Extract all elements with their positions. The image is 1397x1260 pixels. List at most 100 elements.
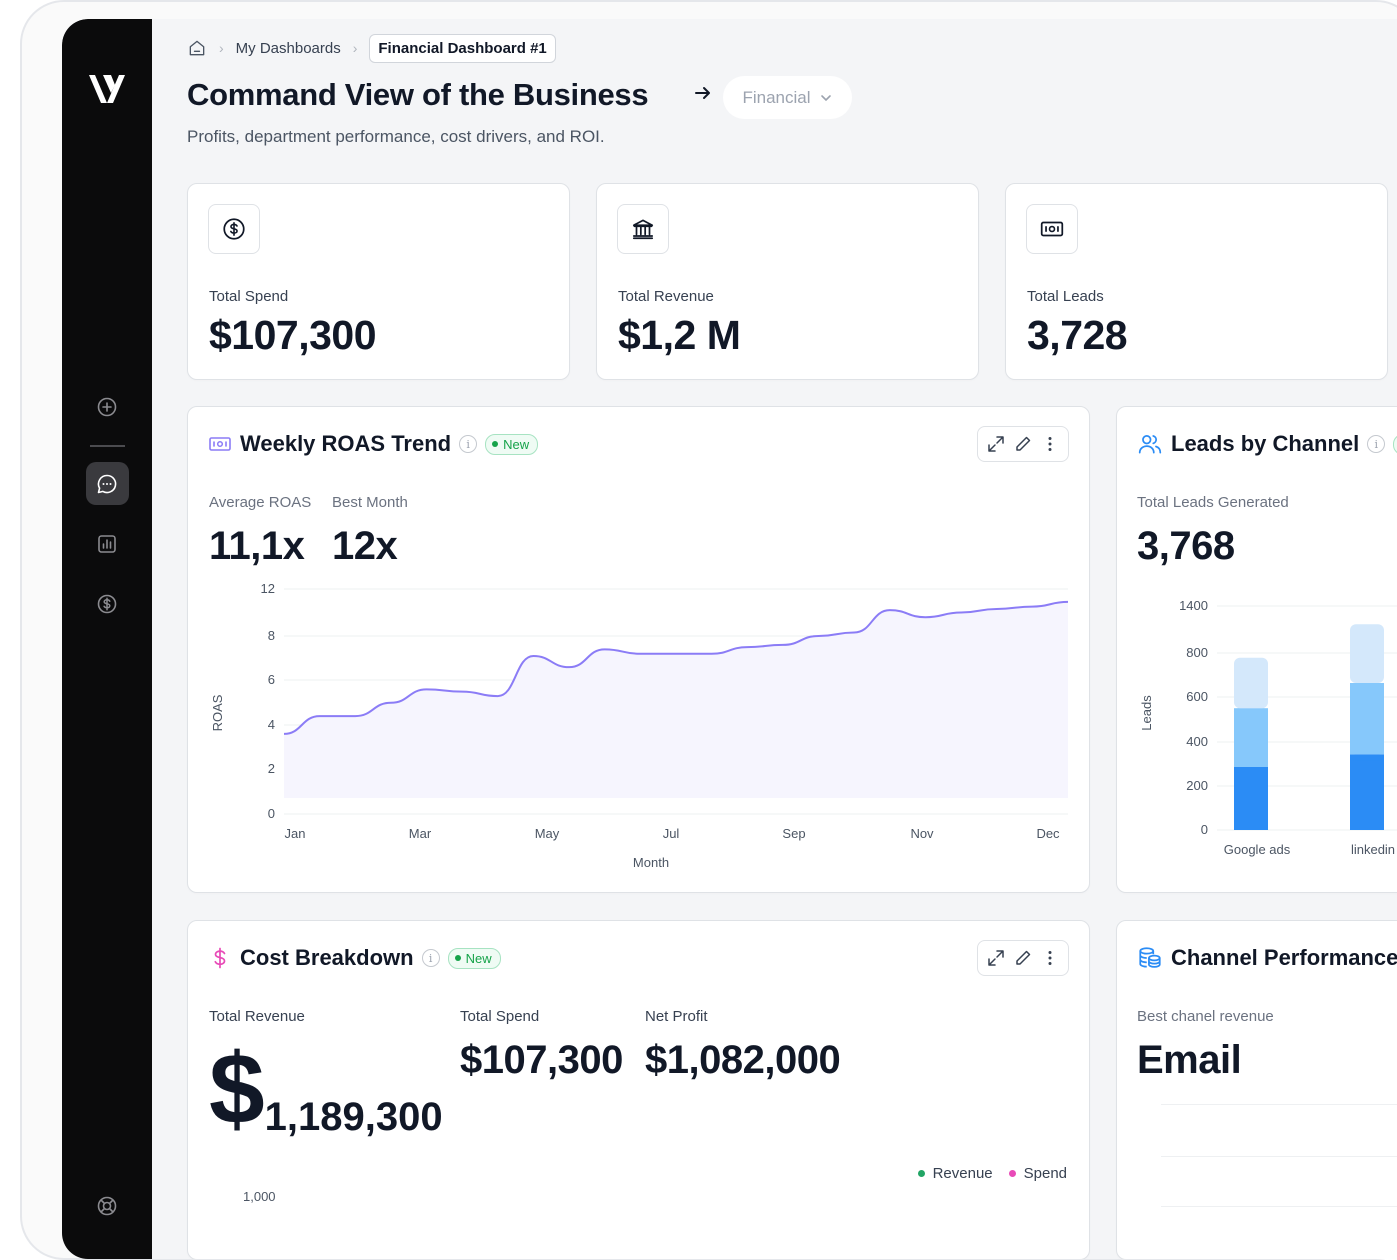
- more-vertical-icon[interactable]: [1038, 432, 1062, 456]
- widget-title: Weekly ROAS Trend: [240, 431, 452, 456]
- y-axis-label: Leads: [1139, 695, 1154, 731]
- x-axis-tick: Jul: [663, 826, 680, 841]
- currency-symbol: $: [209, 1033, 265, 1145]
- metric-label: Best chanel revenue: [1137, 1008, 1274, 1025]
- x-axis-label: Month: [633, 855, 669, 870]
- widget-header: Channel Performance i: [1137, 945, 1397, 971]
- bar-segment-cap: [1234, 708, 1268, 715]
- database-coins-icon: [1139, 947, 1161, 968]
- metric-value: 3,768: [1137, 524, 1235, 568]
- metric-value: Email: [1137, 1038, 1242, 1082]
- home-icon[interactable]: [187, 38, 207, 58]
- y-axis-tick: 2: [268, 761, 275, 776]
- bar-segment-cap: [1350, 683, 1384, 689]
- sidebar-divider: [90, 445, 125, 447]
- x-axis-tick: Jan: [285, 826, 306, 841]
- widget-cost-breakdown: Cost Breakdown i New: [187, 920, 1090, 1259]
- total-revenue-value: $ 1,189,300: [209, 1039, 443, 1139]
- bank-icon: [617, 204, 669, 254]
- metric-label: Total Leads Generated: [1137, 494, 1289, 511]
- legend-dot: [917, 1170, 925, 1177]
- bar-segment: [1350, 624, 1384, 683]
- edit-pencil-icon[interactable]: [1011, 946, 1035, 970]
- y-axis-tick: 0: [268, 806, 275, 821]
- widget-title: Channel Performance: [1171, 945, 1397, 970]
- kpi-value: 3,728: [1027, 312, 1128, 358]
- kpi-label: Total Spend: [209, 288, 289, 305]
- y-axis-tick: 6: [268, 672, 275, 687]
- gridline: [1161, 1156, 1397, 1157]
- info-icon[interactable]: i: [1367, 435, 1386, 453]
- y-axis-tick: 600: [1186, 689, 1208, 704]
- category-filter-dropdown[interactable]: Financial: [723, 76, 852, 119]
- chat-icon[interactable]: [95, 472, 119, 496]
- legend-label: Spend: [1023, 1165, 1067, 1182]
- sidebar: [62, 19, 152, 1259]
- y-axis-tick: 0: [1201, 822, 1208, 837]
- y-axis-tick: 12: [261, 581, 275, 596]
- y-axis-tick: 4: [268, 717, 275, 732]
- expand-icon[interactable]: [984, 432, 1008, 456]
- arrow-right-icon: [695, 87, 710, 99]
- y-axis-tick: 1400: [1179, 598, 1208, 613]
- legend-item-revenue: Revenue: [917, 1165, 993, 1182]
- breadcrumb-current[interactable]: Financial Dashboard #1: [369, 33, 556, 63]
- bar-segment-cap: [1234, 767, 1268, 773]
- x-axis-tick: Nov: [910, 826, 934, 841]
- dollar-circle-icon[interactable]: [95, 592, 119, 616]
- chevron-right-icon: ›: [352, 40, 358, 56]
- widget-channel-performance: Channel Performance i Best chanel revenu…: [1116, 920, 1397, 1259]
- badge-dot: [454, 955, 461, 961]
- metric-value: $1,082,000: [645, 1038, 841, 1082]
- series-line: [283, 600, 1069, 735]
- widget-header: Cost Breakdown i New: [208, 945, 501, 971]
- breadcrumb: › My Dashboards › Financial Dashboard #1: [187, 33, 556, 63]
- support-lifebuoy-icon[interactable]: [95, 1194, 119, 1218]
- widget-weekly-roas: Weekly ROAS Trend i New: [187, 406, 1090, 893]
- roas-trend-chart: 0 2 4 6 8 12 Jan Mar May Jul Sep Nov Dec Month ROAS: [210, 581, 1069, 870]
- badge-label: New: [465, 950, 492, 966]
- x-axis-tick: May: [535, 826, 560, 841]
- more-vertical-icon[interactable]: [1038, 946, 1062, 970]
- bar-segment-cap: [1350, 754, 1384, 761]
- bar-segment: [1234, 657, 1268, 709]
- page-subtitle: Profits, department performance, cost dr…: [187, 127, 605, 146]
- expand-icon[interactable]: [984, 946, 1008, 970]
- x-axis-tick: Sep: [782, 826, 805, 841]
- legend-label: Revenue: [932, 1165, 993, 1182]
- metric-label: Total Revenue: [209, 1008, 305, 1025]
- metric-label: Best Month: [332, 494, 408, 511]
- kpi-value: $107,300: [209, 312, 377, 358]
- edit-pencil-icon[interactable]: [1011, 432, 1035, 456]
- dollar-circle-icon: [208, 204, 260, 254]
- kpi-card-total-revenue: Total Revenue $1,2 M: [596, 183, 979, 380]
- metric-value: $107,300: [460, 1038, 623, 1082]
- new-badge: New: [447, 947, 501, 969]
- kpi-label: Total Revenue: [618, 288, 714, 305]
- banknote-icon: [1026, 204, 1078, 254]
- chart-legend: Revenue Spend: [917, 1165, 1067, 1182]
- info-icon[interactable]: i: [421, 949, 440, 967]
- users-icon: [1138, 435, 1162, 454]
- y-axis-tick: 8: [268, 628, 275, 643]
- device-frame: › My Dashboards › Financial Dashboard #1…: [20, 0, 1397, 1260]
- kpi-value: $1,2 M: [618, 312, 741, 358]
- bar-segment: [1350, 683, 1384, 755]
- bar-chart-icon[interactable]: [95, 532, 119, 556]
- legend-item-spend: Spend: [1008, 1165, 1067, 1182]
- dollar-sign-icon: [214, 947, 226, 969]
- metric-value: 12x: [332, 524, 398, 568]
- brand-logo-icon: [89, 75, 125, 103]
- widget-header: Leads by Channel i N: [1137, 431, 1397, 457]
- widget-title: Cost Breakdown: [240, 945, 414, 970]
- kpi-card-total-leads: Total Leads 3,728: [1005, 183, 1388, 380]
- info-icon[interactable]: i: [459, 435, 478, 453]
- banknote-icon: [209, 437, 231, 451]
- badge-label: New: [503, 436, 530, 452]
- breadcrumb-parent[interactable]: My Dashboards: [235, 39, 341, 57]
- new-badge: New: [485, 433, 539, 455]
- y-axis-tick: 800: [1186, 645, 1208, 660]
- add-circle-icon[interactable]: [95, 395, 119, 419]
- x-axis-tick: Google ads: [1224, 842, 1291, 857]
- main-content: › My Dashboards › Financial Dashboard #1…: [152, 19, 1397, 1259]
